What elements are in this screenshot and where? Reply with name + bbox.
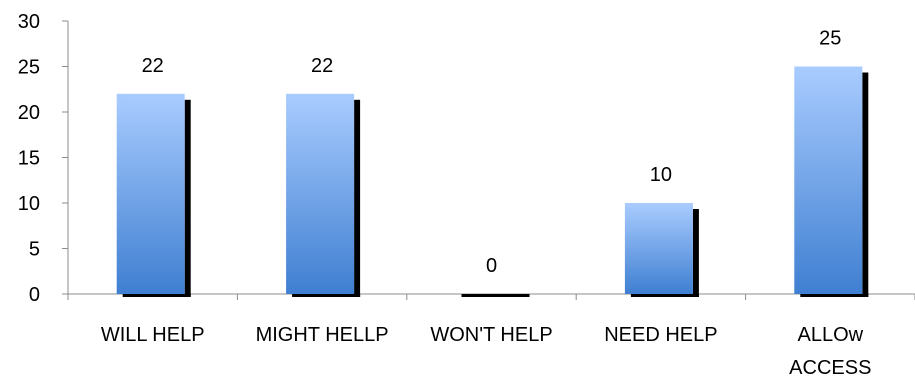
- bar: [794, 66, 863, 294]
- category-label: NEED HELP: [604, 324, 717, 346]
- y-tick-label: 0: [29, 284, 40, 306]
- y-tick-label: 5: [29, 239, 40, 261]
- bar-base-shadow: [630, 294, 699, 297]
- bar-shadow: [862, 72, 869, 297]
- data-label: 22: [142, 55, 164, 77]
- category-label: WON'T HELP: [430, 324, 552, 346]
- category-label: ALLOw: [798, 324, 864, 346]
- y-tick-label: 10: [18, 193, 40, 215]
- category-label: ACCESS: [789, 357, 871, 379]
- axes: 0 5 10 15 20 25 30: [18, 11, 915, 306]
- data-label: 0: [486, 255, 497, 277]
- y-tick-label: 25: [18, 57, 40, 79]
- bar-base-shadow: [292, 294, 361, 297]
- bar-base-shadow: [461, 294, 530, 297]
- bar-shadow: [692, 209, 699, 297]
- category-label: MIGHT HELLP: [256, 324, 389, 346]
- y-tick-label: 15: [18, 148, 40, 170]
- data-label: 22: [311, 55, 333, 77]
- data-label: 25: [819, 28, 841, 50]
- y-tick-label: 20: [18, 102, 40, 124]
- y-tick-label: 30: [18, 11, 40, 33]
- bar: [624, 203, 693, 294]
- bar-shadow: [354, 99, 361, 297]
- bar-base-shadow: [800, 294, 869, 297]
- bar-shadow: [184, 99, 191, 297]
- bar-base-shadow: [122, 294, 191, 297]
- bar: [286, 93, 355, 294]
- bars: [116, 66, 869, 297]
- labels: 22 WILL HELP 22 MIGHT HELLP 0 WON'T HELP 10 NEE…: [101, 28, 872, 380]
- category-label: WILL HELP: [101, 324, 205, 346]
- bar: [116, 93, 185, 294]
- data-label: 10: [650, 164, 672, 186]
